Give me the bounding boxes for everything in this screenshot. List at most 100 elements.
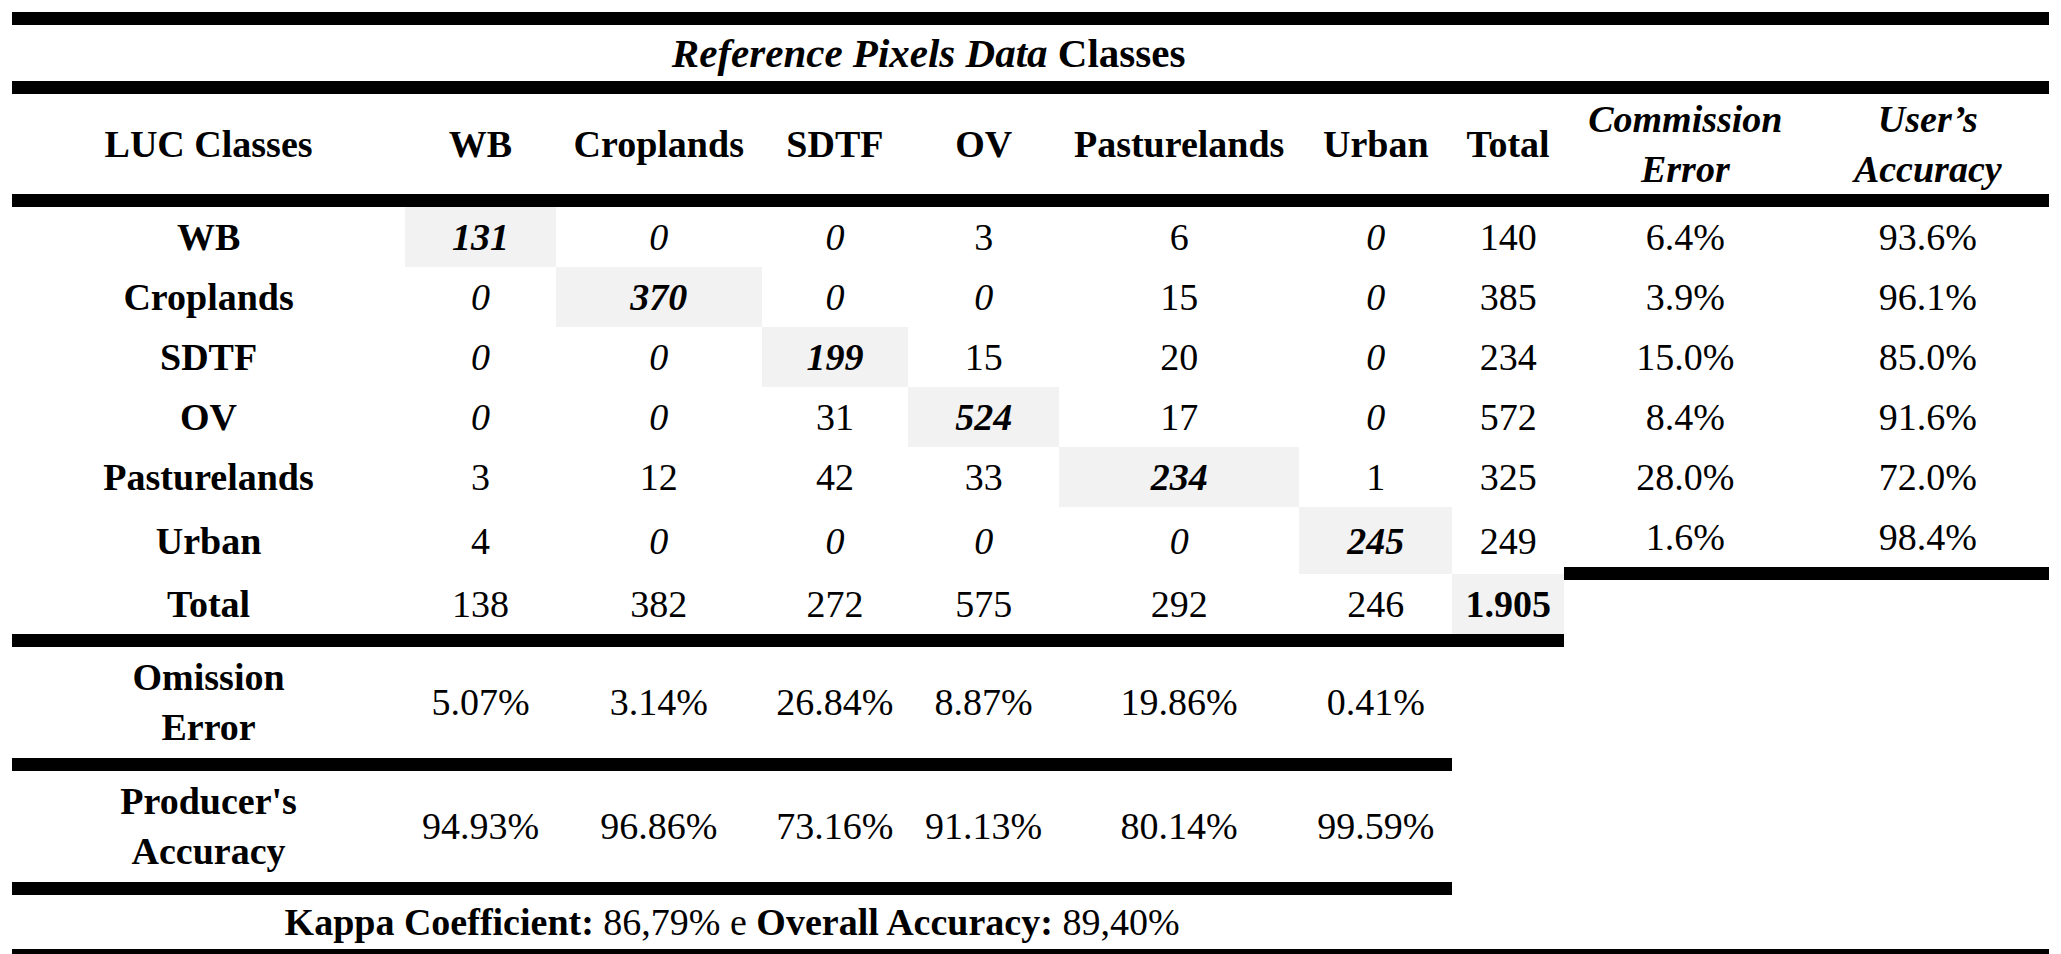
cell-pasturelands-total: 325	[1452, 447, 1564, 507]
cell-total-ov: 575	[908, 574, 1059, 641]
cell-grand-total: 1.905	[1452, 574, 1564, 641]
cell-ov-wb: 0	[405, 387, 556, 447]
cell-urban-commission: 1.6%	[1564, 507, 1806, 574]
cell-sdtf-total: 234	[1452, 327, 1564, 387]
cell-omission-pasturelands: 19.86%	[1059, 640, 1299, 764]
cell-wb-users: 93.6%	[1807, 201, 2049, 268]
header-luc-classes: LUC Classes	[12, 88, 405, 201]
cell-croplands-croplands: 370	[556, 267, 762, 327]
cell-urban-wb: 4	[405, 507, 556, 574]
cell-sdtf-sdtf: 199	[762, 327, 909, 387]
kappa-row-spacer-users	[1807, 888, 2049, 954]
cell-urban-sdtf: 0	[762, 507, 909, 574]
cell-pasturelands-sdtf: 42	[762, 447, 909, 507]
cell-wb-urban: 0	[1299, 201, 1452, 268]
title-spacer-total	[1452, 19, 1564, 88]
cell-sdtf-pasturelands: 20	[1059, 327, 1299, 387]
cell-croplands-users: 96.1%	[1807, 267, 2049, 327]
header-total: Total	[1452, 88, 1564, 201]
cell-ov-sdtf: 31	[762, 387, 909, 447]
header-sdtf: SDTF	[762, 88, 909, 201]
column-header-row: LUC Classes WB Croplands SDTF OV Pasture…	[12, 88, 2049, 201]
cell-producers-wb: 94.93%	[405, 764, 556, 888]
cell-pasturelands-croplands: 12	[556, 447, 762, 507]
cell-producers-croplands: 96.86%	[556, 764, 762, 888]
reference-pixels-title: Reference Pixels Data Classes	[405, 19, 1452, 88]
overall-accuracy-label: Overall Accuracy:	[756, 901, 1053, 943]
producers-accuracy-row: Producer's Accuracy 94.93% 96.86% 73.16%…	[12, 764, 2049, 888]
cell-wb-commission: 6.4%	[1564, 201, 1806, 268]
cell-wb-total: 140	[1452, 201, 1564, 268]
accuracy-assessment-table: Reference Pixels Data Classes LUC Classe…	[12, 12, 2049, 954]
title-spacer-commission	[1564, 19, 1806, 88]
producers-row-spacer-users	[1807, 764, 2049, 888]
header-croplands: Croplands	[556, 88, 762, 201]
cell-sdtf-urban: 0	[1299, 327, 1452, 387]
cell-croplands-wb: 0	[405, 267, 556, 327]
omission-row-spacer-users	[1807, 640, 2049, 764]
kappa-row-spacer-total	[1452, 888, 1564, 954]
cell-total-wb: 138	[405, 574, 556, 641]
cell-sdtf-users: 85.0%	[1807, 327, 2049, 387]
header-urban: Urban	[1299, 88, 1452, 201]
cell-urban-croplands: 0	[556, 507, 762, 574]
cell-croplands-sdtf: 0	[762, 267, 909, 327]
cell-ov-commission: 8.4%	[1564, 387, 1806, 447]
title-spacer-users	[1807, 19, 2049, 88]
title-spacer-left	[12, 19, 405, 88]
cell-total-croplands: 382	[556, 574, 762, 641]
cell-producers-ov: 91.13%	[908, 764, 1059, 888]
row-label-producers-accuracy: Producer's Accuracy	[12, 764, 405, 888]
cell-urban-pasturelands: 0	[1059, 507, 1299, 574]
row-label-pasturelands: Pasturelands	[12, 447, 405, 507]
cell-ov-pasturelands: 17	[1059, 387, 1299, 447]
matrix-row-croplands: Croplands 0 370 0 0 15 0 385 3.9% 96.1%	[12, 267, 2049, 327]
row-label-ov: OV	[12, 387, 405, 447]
title-regular-part: Classes	[1058, 30, 1186, 76]
header-commission-error: Commission Error	[1564, 88, 1806, 201]
overall-accuracy-value: 89,40%	[1062, 901, 1179, 943]
cell-sdtf-commission: 15.0%	[1564, 327, 1806, 387]
cell-producers-urban: 99.59%	[1299, 764, 1452, 888]
cell-omission-sdtf: 26.84%	[762, 640, 909, 764]
cell-croplands-pasturelands: 15	[1059, 267, 1299, 327]
cell-ov-urban: 0	[1299, 387, 1452, 447]
matrix-row-urban: Urban 4 0 0 0 0 245 249 1.6% 98.4%	[12, 507, 2049, 574]
cell-ov-croplands: 0	[556, 387, 762, 447]
cell-total-sdtf: 272	[762, 574, 909, 641]
cell-urban-total: 249	[1452, 507, 1564, 574]
cell-pasturelands-commission: 28.0%	[1564, 447, 1806, 507]
kappa-value: 86,79%	[603, 901, 720, 943]
cell-total-pasturelands: 292	[1059, 574, 1299, 641]
title-italic-part: Reference Pixels Data	[672, 30, 1048, 76]
kappa-label: Kappa Coefficient:	[285, 901, 594, 943]
cell-sdtf-croplands: 0	[556, 327, 762, 387]
kappa-row-spacer-commission	[1564, 888, 1806, 954]
row-label-total: Total	[12, 574, 405, 641]
matrix-row-sdtf: SDTF 0 0 199 15 20 0 234 15.0% 85.0%	[12, 327, 2049, 387]
cell-producers-pasturelands: 80.14%	[1059, 764, 1299, 888]
kappa-overall-row: Kappa Coefficient: 86,79% e Overall Accu…	[12, 888, 2049, 954]
cell-total-urban: 246	[1299, 574, 1452, 641]
matrix-row-ov: OV 0 0 31 524 17 0 572 8.4% 91.6%	[12, 387, 2049, 447]
row-label-omission-error: Omission Error	[12, 640, 405, 764]
cell-omission-ov: 8.87%	[908, 640, 1059, 764]
cell-urban-users: 98.4%	[1807, 507, 2049, 574]
cell-croplands-total: 385	[1452, 267, 1564, 327]
cell-pasturelands-urban: 1	[1299, 447, 1452, 507]
cell-wb-wb: 131	[405, 201, 556, 268]
row-label-wb: WB	[12, 201, 405, 268]
cell-omission-croplands: 3.14%	[556, 640, 762, 764]
header-ov: OV	[908, 88, 1059, 201]
cell-croplands-ov: 0	[908, 267, 1059, 327]
omission-row-spacer-total	[1452, 640, 1564, 764]
total-row-spacer-users	[1807, 574, 2049, 641]
cell-croplands-commission: 3.9%	[1564, 267, 1806, 327]
cell-wb-pasturelands: 6	[1059, 201, 1299, 268]
cell-sdtf-ov: 15	[908, 327, 1059, 387]
total-row-spacer-commission	[1564, 574, 1806, 641]
header-wb: WB	[405, 88, 556, 201]
header-pasturelands: Pasturelands	[1059, 88, 1299, 201]
kappa-summary-cell: Kappa Coefficient: 86,79% e Overall Accu…	[12, 888, 1452, 954]
cell-wb-sdtf: 0	[762, 201, 909, 268]
